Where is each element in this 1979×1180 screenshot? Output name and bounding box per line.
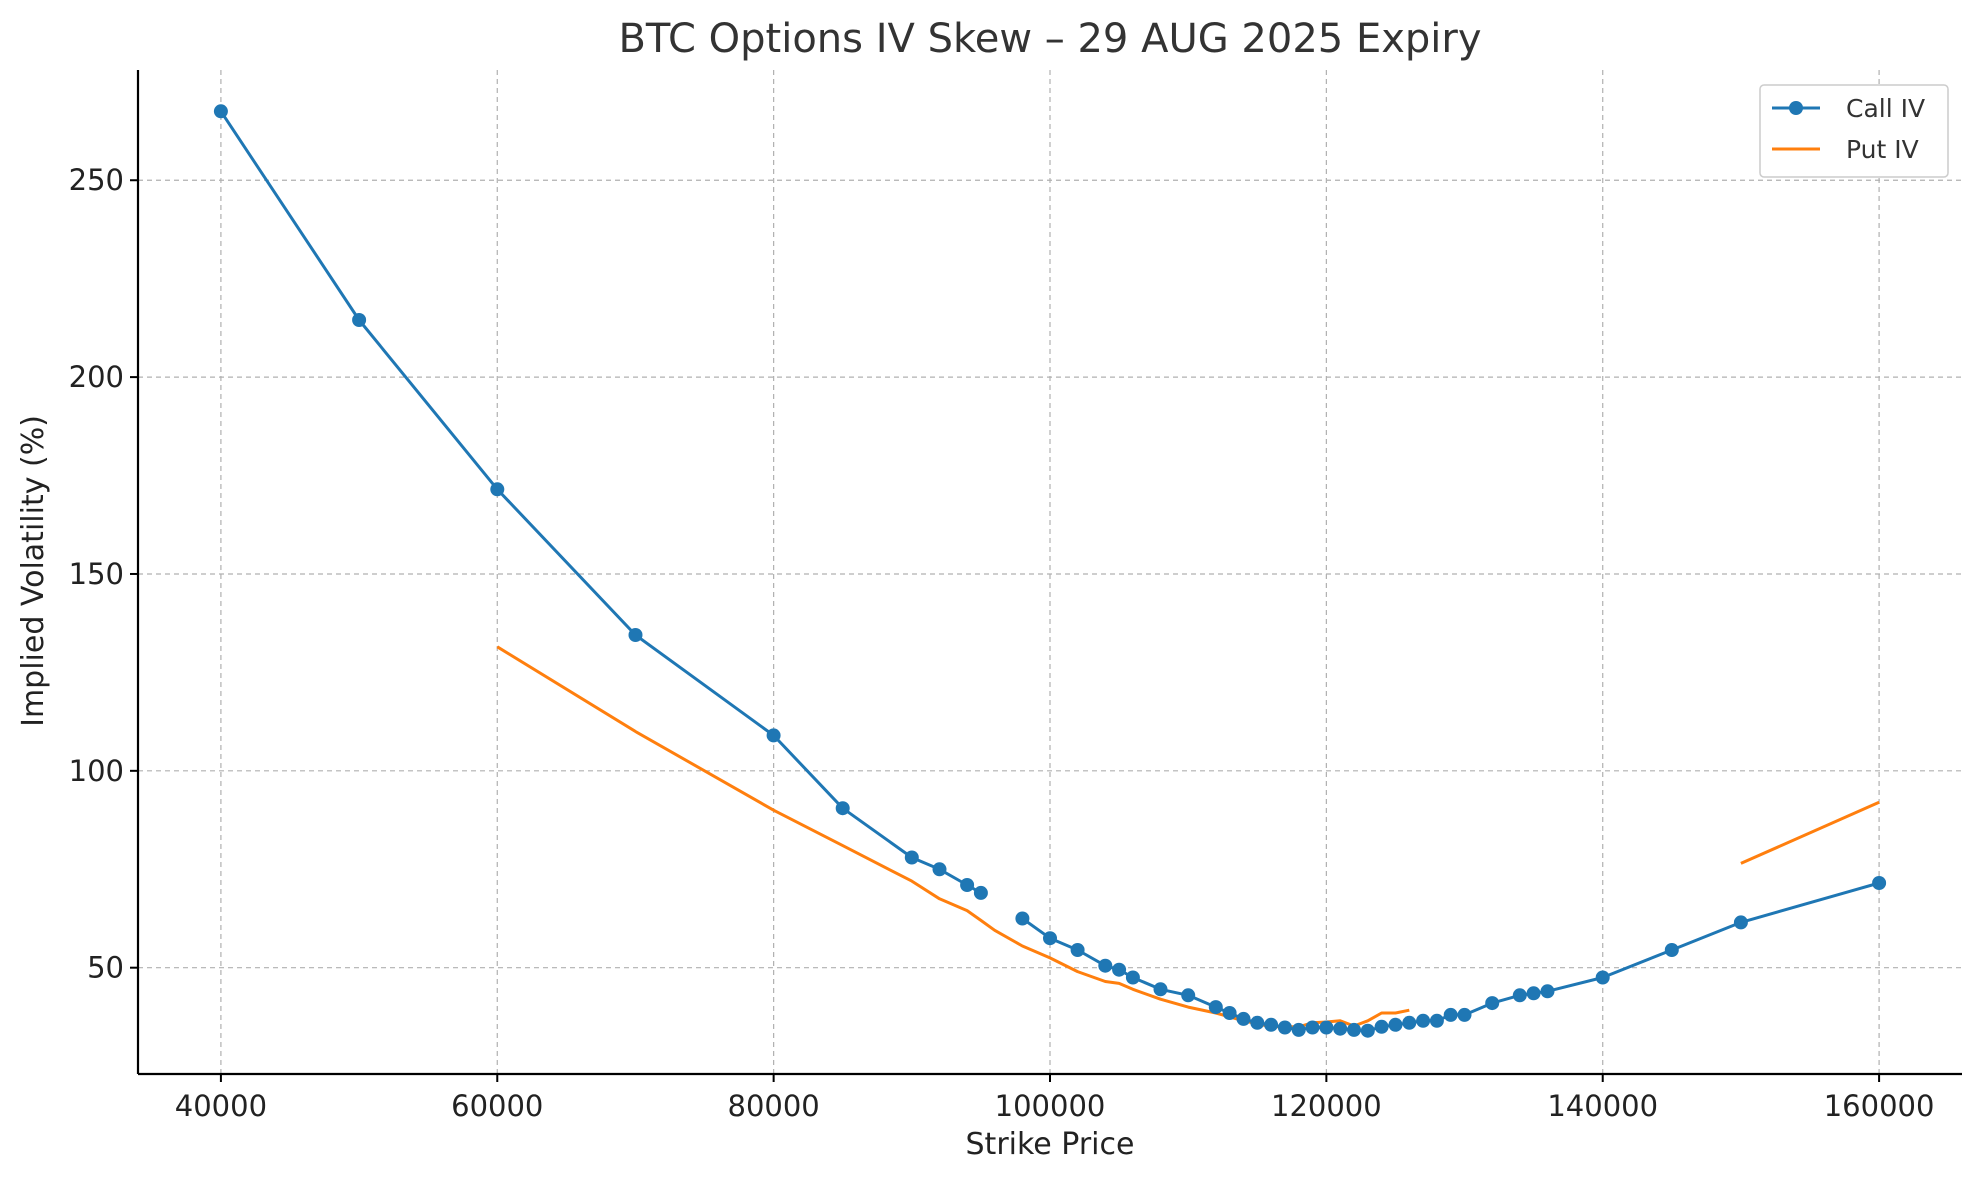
x-tick-label: 80000: [728, 1089, 820, 1123]
call-iv-point: [766, 728, 781, 743]
x-axis-label: Strike Price: [966, 1127, 1135, 1162]
call-iv-point: [1043, 931, 1057, 946]
call-iv-point: [1222, 1006, 1237, 1020]
x-tick-label: 100000: [995, 1089, 1106, 1123]
call-iv-point: [1485, 996, 1500, 1011]
y-tick-label: 50: [87, 951, 124, 985]
call-iv-point: [1333, 1021, 1348, 1036]
call-iv-point: [1277, 1020, 1292, 1035]
x-tick-label: 40000: [175, 1089, 267, 1123]
y-tick-label: 250: [69, 163, 124, 197]
call-iv-line: [219, 110, 982, 895]
call-iv-point: [1153, 982, 1168, 997]
call-iv-point: [932, 862, 947, 877]
call-iv-point: [835, 801, 850, 816]
call-iv-point: [1374, 1019, 1389, 1034]
call-iv-point: [628, 628, 643, 642]
call-iv-point: [973, 885, 988, 900]
call-iv-point: [1360, 1023, 1375, 1038]
call-iv-point: [1098, 958, 1113, 973]
x-tick-label: 160000: [1824, 1089, 1935, 1123]
legend-call-iv-marker: [1789, 101, 1803, 115]
call-iv-point: [1291, 1022, 1306, 1037]
y-tick-label: 150: [69, 557, 124, 591]
call-iv-point: [1264, 1017, 1279, 1032]
grid-lines: [138, 70, 1962, 1074]
tick-labels: 40000 60000 80000 100000 120000 140000 160000 5…: [69, 163, 1935, 1123]
put-iv-line: [496, 645, 1410, 1029]
legend-call-iv-label: Call IV: [1846, 94, 1925, 123]
call-iv-point: [1512, 988, 1527, 1003]
y-tick-label: 200: [69, 360, 124, 394]
call-iv-point: [1443, 1007, 1458, 1022]
call-iv-point: [1305, 1020, 1320, 1035]
y-axis-label: Implied Volatility (%): [16, 415, 51, 727]
call-iv-point: [490, 482, 505, 497]
call-iv-point: [1347, 1022, 1361, 1037]
call-iv-point: [1429, 1013, 1444, 1028]
call-iv-point: [1319, 1020, 1334, 1035]
put-iv-line: [1740, 800, 1880, 865]
call-iv-point: [1070, 943, 1085, 957]
call-iv-point: [904, 850, 919, 865]
call-iv-point: [1540, 984, 1555, 999]
call-iv-point: [1416, 1013, 1431, 1028]
call-iv-point: [1112, 962, 1127, 977]
call-iv-point: [1526, 986, 1541, 1001]
x-tick-label: 140000: [1547, 1089, 1658, 1123]
call-iv-point: [1402, 1015, 1417, 1030]
call-iv-point: [1388, 1017, 1403, 1032]
legend: Call IV Put IV: [1759, 84, 1949, 178]
x-tick-label: 60000: [451, 1089, 543, 1123]
call-iv-point: [1872, 876, 1887, 890]
call-iv-point: [352, 313, 367, 327]
x-tick-label: 120000: [1271, 1089, 1382, 1123]
y-tick-label: 100: [69, 754, 124, 788]
call-iv-point: [1595, 970, 1610, 985]
call-iv-point: [1733, 915, 1748, 930]
call-iv-point: [1250, 1015, 1265, 1030]
series-lines: [213, 104, 1887, 1038]
chart-title: BTC Options IV Skew – 29 AUG 2025 Expiry: [618, 16, 1481, 62]
call-iv-point: [1208, 1000, 1223, 1015]
call-iv-point: [1015, 911, 1030, 926]
call-iv-point: [1125, 970, 1140, 985]
call-iv-point: [1236, 1011, 1251, 1026]
call-iv-point: [1664, 943, 1679, 957]
call-iv-point: [1181, 988, 1196, 1003]
legend-put-iv-label: Put IV: [1846, 135, 1919, 164]
call-iv-point: [960, 878, 975, 892]
axes: [130, 70, 1962, 1082]
call-iv-point: [1457, 1007, 1472, 1022]
call-iv-point: [213, 104, 228, 119]
